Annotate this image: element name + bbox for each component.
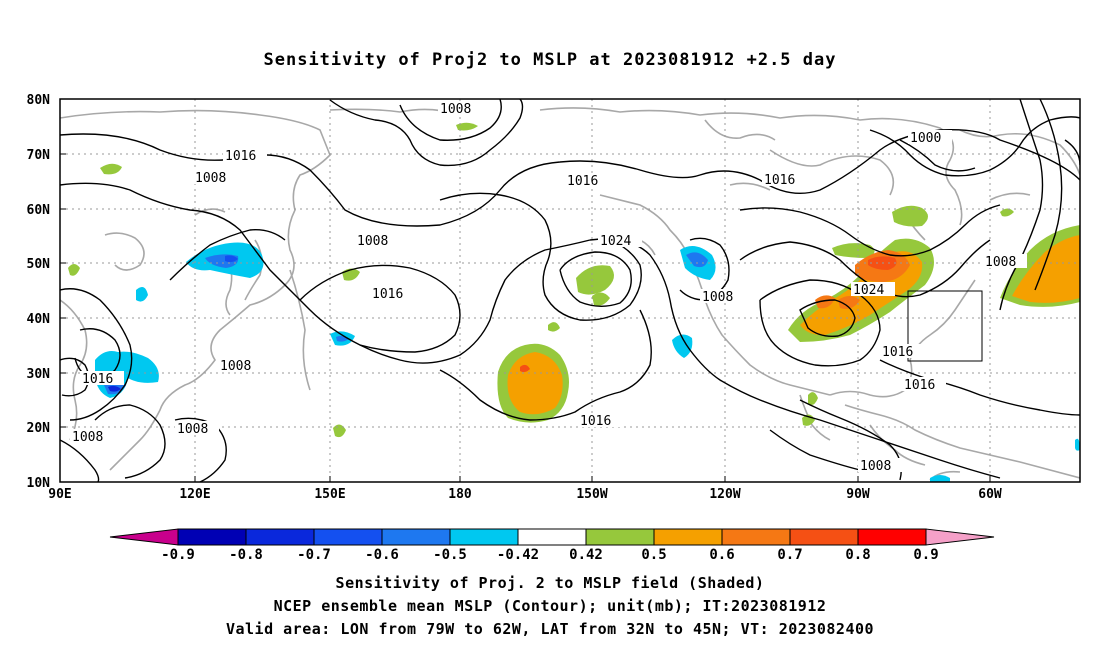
contour-label: 1008 [860, 459, 891, 474]
colorbar-tick-label: 0.6 [709, 547, 734, 563]
contour-label: 1008 [440, 102, 471, 117]
lat-label: 30N [27, 367, 51, 382]
contour-label: 1016 [764, 173, 795, 188]
colorbar-tick-label: 0.9 [913, 547, 938, 563]
colorbar-segment [653, 528, 723, 546]
contour-label: 1008 [72, 430, 103, 445]
colorbar-segment [449, 528, 519, 546]
colorbar-tick-label: 0.42 [569, 547, 603, 563]
colorbar-tick-label: -0.8 [229, 547, 263, 563]
lon-label: 150E [314, 487, 345, 502]
lon-label: 90E [48, 487, 71, 502]
lat-label: 60N [27, 203, 51, 218]
colorbar-segment [857, 528, 927, 546]
contour-label: 1024 [853, 283, 884, 298]
contour-label: 1016 [82, 372, 113, 387]
contour-label: 1016 [904, 378, 935, 393]
colorbar-segment [245, 528, 315, 546]
caption-line-1: Sensitivity of Proj. 2 to MSLP field (Sh… [335, 574, 765, 592]
colorbar-segment [313, 528, 383, 546]
colorbar-tick-label: 0.5 [641, 547, 666, 563]
lon-label: 120W [709, 487, 740, 502]
contour-label: 1000 [910, 131, 941, 146]
lat-label: 70N [27, 148, 51, 163]
colorbar-tick-label: -0.9 [161, 547, 195, 563]
lat-label: 10N [27, 476, 51, 491]
lon-label: 120E [179, 487, 210, 502]
lon-label: 180 [448, 487, 472, 502]
contour-label: 1016 [567, 174, 598, 189]
latitude-labels: 80N 70N 60N 50N 40N 30N 20N 10N [27, 93, 51, 491]
lat-label: 40N [27, 312, 51, 327]
colorbar-segment [585, 528, 655, 546]
colorbar-tick-label: 0.8 [845, 547, 870, 563]
map-frame [59, 98, 1081, 483]
colorbar-segment [177, 528, 247, 546]
contour-label: 1016 [580, 414, 611, 429]
lat-label: 50N [27, 257, 51, 272]
colorbar-segment [381, 528, 451, 546]
contour-label: 1008 [220, 359, 251, 374]
contour-label: 1016 [372, 287, 403, 302]
contour-label: 1008 [985, 255, 1016, 270]
lat-label: 20N [27, 421, 51, 436]
colorbar-segment [789, 528, 859, 546]
contour-label: 1008 [702, 290, 733, 305]
contour-label: 1008 [195, 171, 226, 186]
colorbar-tick-label: -0.5 [433, 547, 467, 563]
contour-label: 1008 [177, 422, 208, 437]
contour-label: 1024 [600, 234, 631, 249]
colorbar: -0.9 -0.8 -0.7 -0.6 -0.5 -0.42 0.42 0.5 0.6 0.7 0.… [109, 528, 995, 563]
colorbar-tick-label: 0.7 [777, 547, 802, 563]
contour-label: 1008 [357, 234, 388, 249]
colorbar-segment [517, 528, 587, 546]
contour-labels: 1008 1016 1008 1008 1016 1008 1016 1024 … [70, 101, 1027, 474]
colorbar-tick-label: -0.6 [365, 547, 399, 563]
colorbar-tick-label: -0.7 [297, 547, 331, 563]
valid-area-box [907, 290, 983, 362]
colorbar-tick-label: -0.42 [497, 547, 539, 563]
colorbar-arrow-high [925, 528, 995, 546]
mslp-contours [60, 99, 1080, 482]
caption-line-3: Valid area: LON from 79W to 62W, LAT fro… [225, 620, 875, 638]
caption-line-2: NCEP ensemble mean MSLP (Contour); unit(… [273, 597, 827, 615]
map-title: Sensitivity of Proj2 to MSLP at 20230819… [263, 50, 837, 70]
longitude-labels: 90E 120E 150E 180 150W 120W 90W 60W [48, 487, 1002, 502]
lon-label: 60W [978, 487, 1002, 502]
colorbar-segment [721, 528, 791, 546]
axis-ticks [60, 98, 991, 483]
contour-label: 1016 [225, 149, 256, 164]
contour-label: 1016 [882, 345, 913, 360]
coastlines [60, 107, 1080, 481]
colorbar-arrow-low [109, 528, 179, 546]
lon-label: 150W [576, 487, 607, 502]
lat-label: 80N [27, 93, 51, 108]
lon-label: 90W [846, 487, 870, 502]
